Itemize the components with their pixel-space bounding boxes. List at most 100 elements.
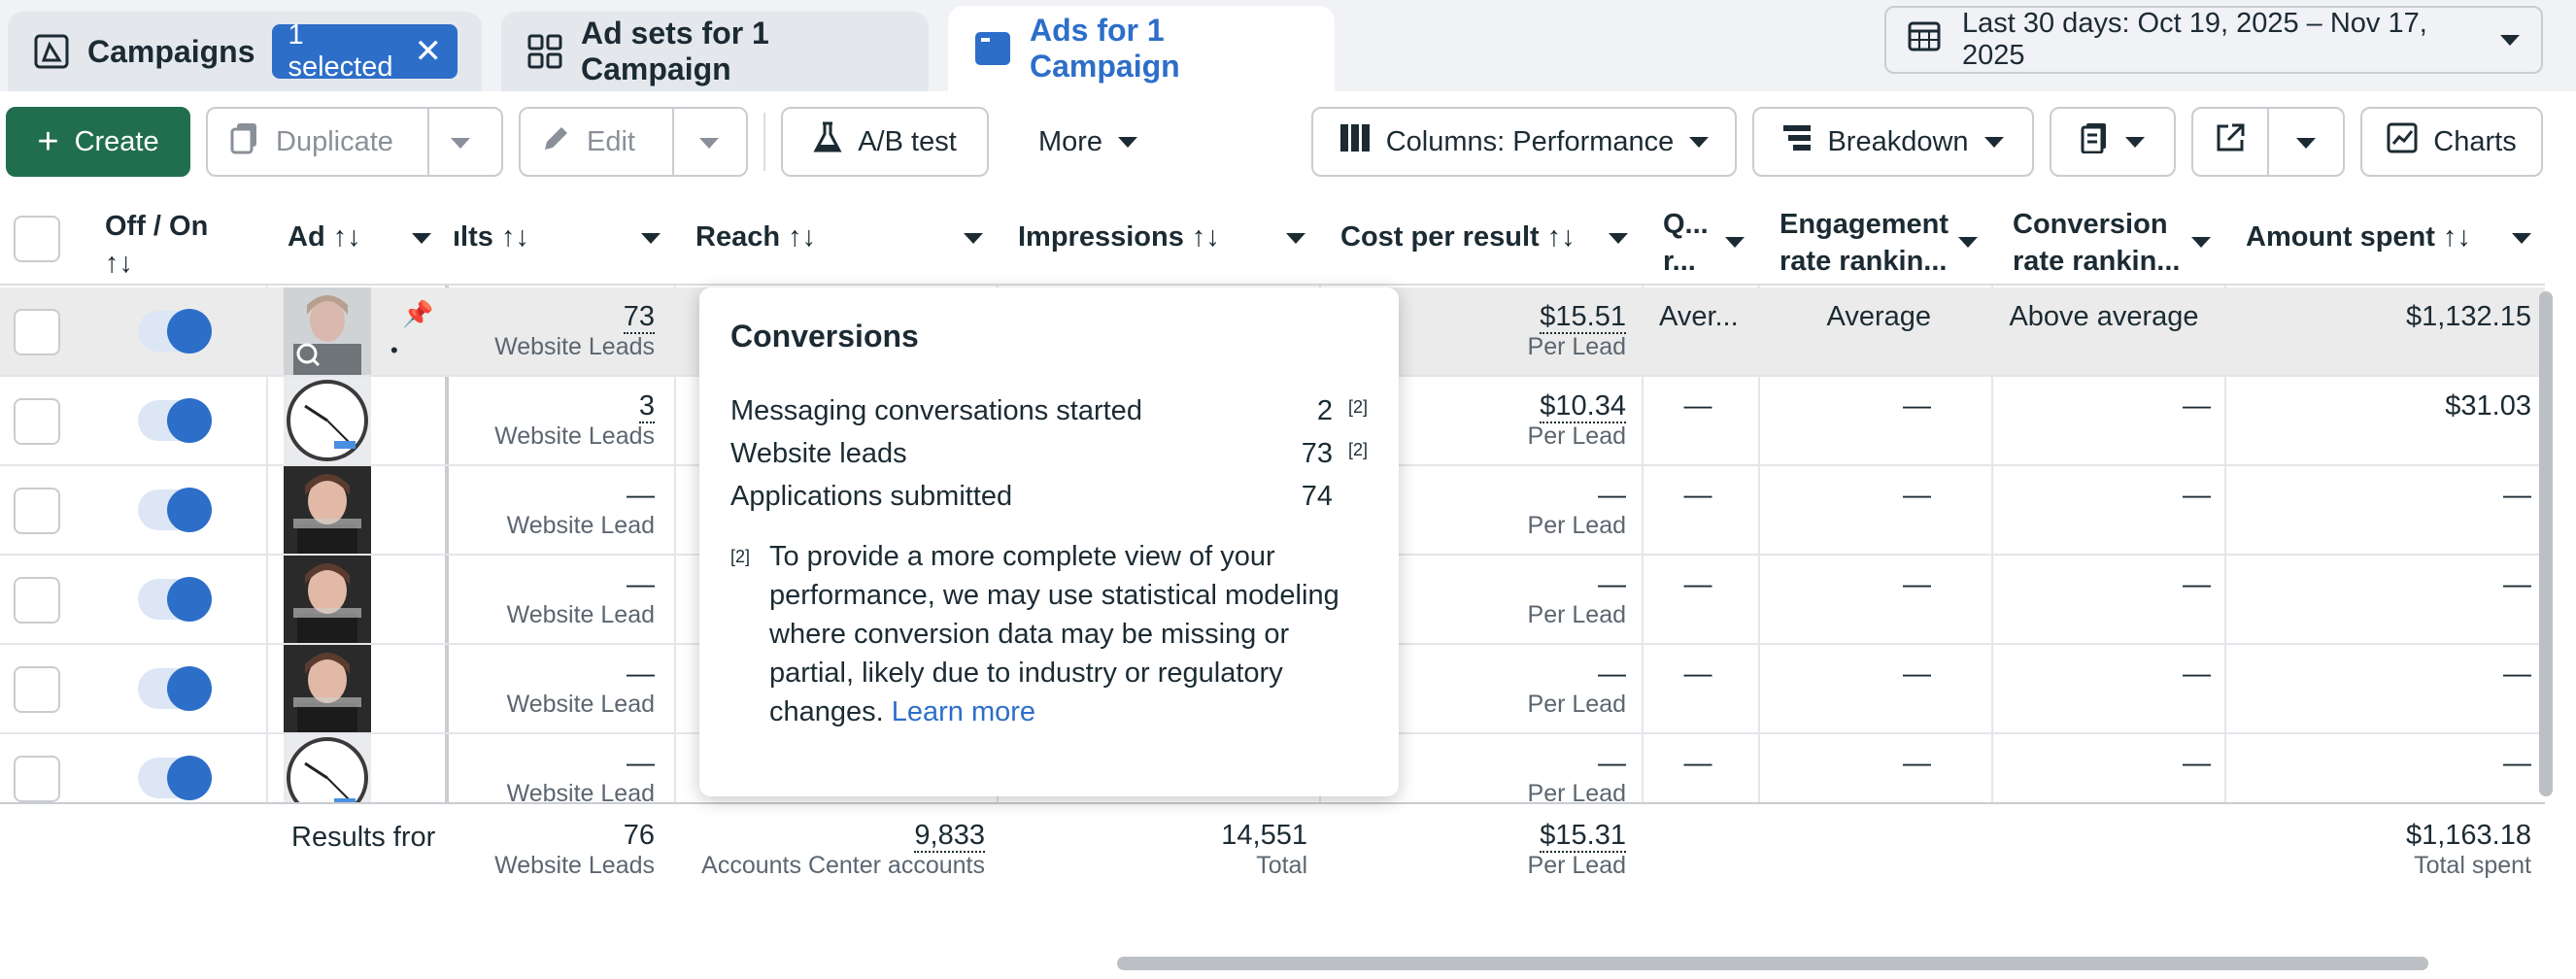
conversion-ranking-header[interactable]: Conversion rate rankin... bbox=[2013, 206, 2180, 280]
results-value[interactable]: — bbox=[627, 658, 655, 690]
results-value[interactable]: 73 bbox=[623, 301, 655, 334]
cost-value[interactable]: $10.34 bbox=[1540, 390, 1626, 423]
quality-ranking-header[interactable]: Q... r... bbox=[1663, 206, 1709, 280]
vertical-scrollbar[interactable] bbox=[2539, 291, 2553, 796]
ad-thumbnail[interactable] bbox=[284, 377, 371, 464]
engagement-ranking-header[interactable]: Engagement rate rankin... bbox=[1779, 206, 1949, 280]
learn-more-link[interactable]: Learn more bbox=[891, 696, 1036, 727]
results-cell: — Website Lead bbox=[455, 658, 655, 719]
engagement-cell: — bbox=[1903, 748, 1931, 779]
tab-ads[interactable]: Ads for 1 Campaign bbox=[948, 6, 1335, 91]
ab-test-button[interactable]: A/B test bbox=[781, 107, 989, 177]
export-dropdown-icon[interactable] bbox=[2296, 136, 2316, 153]
row-checkbox[interactable] bbox=[14, 666, 60, 713]
breakdown-label: Breakdown bbox=[1827, 125, 1969, 157]
toolbar-separator bbox=[763, 113, 765, 171]
cost-value[interactable]: — bbox=[1598, 480, 1626, 511]
cost-value[interactable]: — bbox=[1598, 748, 1626, 779]
sort-icon: ↑↓ bbox=[788, 221, 817, 253]
results-header[interactable]: ılts ↑↓ bbox=[453, 221, 529, 253]
tab-campaigns[interactable]: Campaigns 1 selected ✕ bbox=[8, 12, 482, 91]
edit-dropdown-icon[interactable] bbox=[699, 136, 719, 153]
amount-spent-header-label: Amount spent bbox=[2246, 221, 2435, 253]
row-checkbox[interactable] bbox=[14, 398, 60, 445]
cost-value[interactable]: — bbox=[1598, 658, 1626, 690]
clear-selection-icon[interactable]: ✕ bbox=[414, 33, 443, 70]
export-icon bbox=[2215, 122, 2246, 161]
ad-toggle[interactable] bbox=[138, 666, 212, 711]
results-value[interactable]: 3 bbox=[638, 390, 655, 423]
chevron-down-icon[interactable] bbox=[1286, 231, 1305, 249]
ad-toggle[interactable] bbox=[138, 488, 212, 532]
ad-thumbnail[interactable] bbox=[284, 556, 371, 643]
more-button[interactable]: More bbox=[1010, 107, 1166, 177]
chevron-down-icon bbox=[1689, 136, 1710, 148]
results-sub: Website Leads bbox=[494, 422, 655, 450]
cost-per-result-header[interactable]: Cost per result ↑↓ bbox=[1340, 221, 1576, 253]
row-checkbox[interactable] bbox=[14, 756, 60, 802]
chevron-down-icon[interactable] bbox=[1725, 235, 1745, 253]
reach-header-label: Reach bbox=[695, 221, 781, 253]
results-value[interactable]: — bbox=[627, 480, 655, 511]
ad-thumbnail[interactable] bbox=[284, 287, 371, 375]
pin-icon[interactable]: 📌 bbox=[402, 299, 434, 328]
ad-header[interactable]: Ad ↑↓ bbox=[288, 221, 361, 253]
results-value[interactable]: — bbox=[627, 748, 655, 779]
horizontal-scrollbar[interactable] bbox=[1117, 957, 2428, 970]
chevron-down-icon[interactable] bbox=[1958, 235, 1978, 253]
tab-ad-sets[interactable]: Ad sets for 1 Campaign bbox=[501, 12, 929, 91]
impressions-header[interactable]: Impressions ↑↓ bbox=[1018, 221, 1220, 253]
cost-cell: $10.34 Per Lead bbox=[1325, 390, 1626, 451]
totals-cost-value[interactable]: $15.31 bbox=[1540, 820, 1626, 853]
totals-reach: 9,833 Accounts Center accounts bbox=[680, 820, 985, 880]
tooltip-line: Messaging conversations started 2 [2] bbox=[730, 389, 1368, 432]
row-checkbox[interactable] bbox=[14, 488, 60, 534]
tooltip-line-label: Applications submitted bbox=[730, 480, 1013, 512]
totals-spent: $1,163.18 Total spent bbox=[2234, 820, 2531, 880]
reach-header[interactable]: Reach ↑↓ bbox=[695, 221, 816, 253]
ad-toggle[interactable] bbox=[138, 756, 212, 800]
amount-spent-header[interactable]: Amount spent ↑↓ bbox=[2246, 221, 2471, 253]
date-range-picker[interactable]: Last 30 days: Oct 19, 2025 – Nov 17, 202… bbox=[1884, 6, 2543, 74]
selected-badge-label: 1 selected bbox=[288, 19, 393, 83]
conversion-cell: — bbox=[2183, 569, 2211, 600]
cost-value[interactable]: $15.51 bbox=[1540, 301, 1626, 334]
select-all-checkbox[interactable] bbox=[14, 216, 60, 262]
quality-cell: — bbox=[1683, 658, 1712, 690]
results-value[interactable]: — bbox=[627, 569, 655, 600]
ad-toggle[interactable] bbox=[138, 577, 212, 622]
results-sub: Website Lead bbox=[506, 601, 655, 628]
duplicate-button[interactable]: Duplicate bbox=[206, 107, 503, 177]
chevron-down-icon[interactable] bbox=[2191, 235, 2211, 253]
edit-button-label: Edit bbox=[587, 125, 635, 157]
selected-badge[interactable]: 1 selected ✕ bbox=[272, 19, 458, 83]
chevron-down-icon[interactable] bbox=[964, 231, 983, 249]
create-button[interactable]: + Create bbox=[6, 107, 190, 177]
ad-thumbnail[interactable] bbox=[284, 466, 371, 554]
table-row[interactable]: — Website Lead — Per Lead — — — — bbox=[0, 556, 2545, 645]
duplicate-dropdown-icon[interactable] bbox=[451, 136, 470, 153]
ad-thumbnail[interactable] bbox=[284, 645, 371, 732]
chevron-down-icon[interactable] bbox=[641, 231, 661, 249]
spent-cell: $1,132.15 bbox=[2405, 301, 2531, 332]
cost-cell: — Per Lead bbox=[1325, 480, 1626, 540]
chevron-down-icon[interactable] bbox=[1609, 231, 1628, 249]
reports-button[interactable] bbox=[2050, 107, 2176, 177]
charts-button[interactable]: Charts bbox=[2360, 107, 2543, 177]
cost-value[interactable]: — bbox=[1598, 569, 1626, 600]
row-checkbox[interactable] bbox=[14, 309, 60, 355]
columns-icon bbox=[1339, 123, 1371, 160]
table-row[interactable]: — Website Lead — Per Lead — — — — bbox=[0, 645, 2545, 734]
totals-reach-value[interactable]: 9,833 bbox=[914, 820, 985, 853]
ad-toggle[interactable] bbox=[138, 309, 212, 354]
ad-toggle[interactable] bbox=[138, 398, 212, 443]
duplicate-button-label: Duplicate bbox=[276, 125, 393, 157]
chevron-down-icon[interactable] bbox=[412, 231, 431, 249]
totals-cost: $15.31 Per Lead bbox=[1325, 820, 1626, 880]
columns-button[interactable]: Columns: Performance bbox=[1311, 107, 1737, 177]
off-on-header[interactable]: Off / On ↑↓ bbox=[105, 208, 208, 282]
row-checkbox[interactable] bbox=[14, 577, 60, 624]
breakdown-button[interactable]: Breakdown bbox=[1752, 107, 2034, 177]
flask-icon bbox=[813, 121, 842, 162]
chevron-down-icon[interactable] bbox=[2512, 231, 2531, 249]
